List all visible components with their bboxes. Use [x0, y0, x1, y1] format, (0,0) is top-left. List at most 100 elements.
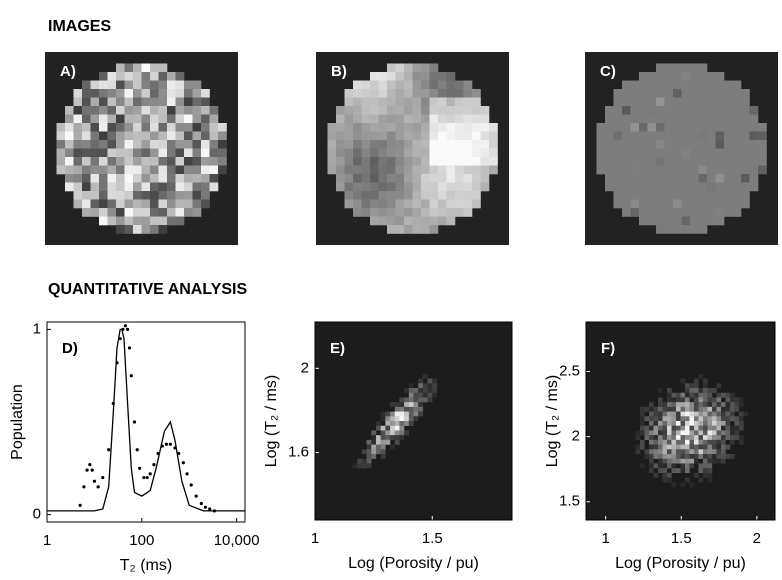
image-pixel [630, 131, 640, 141]
image-pixel [421, 106, 430, 115]
image-pixel [150, 89, 159, 98]
image-pixel [107, 97, 117, 107]
density-cell [653, 444, 659, 450]
density-cell [375, 444, 381, 450]
density-cell [385, 425, 391, 431]
image-pixel [184, 165, 193, 175]
image-pixel [73, 182, 83, 192]
image-pixel [681, 165, 691, 175]
image-pixel [421, 208, 430, 217]
image-pixel [698, 157, 708, 166]
image-pixel [167, 106, 176, 115]
image-pixel [412, 148, 422, 158]
image-pixel [404, 97, 413, 107]
density-cell [644, 454, 650, 459]
density-cell [380, 425, 386, 431]
image-pixel [370, 140, 379, 149]
image-pixel [647, 72, 657, 81]
image-pixel [158, 97, 168, 107]
image-pixel [387, 114, 396, 124]
density-cell [680, 463, 686, 469]
density-cell [703, 468, 708, 474]
x-axis-label: T₂ (ms) [120, 557, 172, 574]
data-point [135, 448, 139, 452]
density-cell [712, 439, 717, 445]
image-pixel [690, 157, 699, 166]
density-cell [662, 468, 668, 474]
density-cell [680, 416, 686, 422]
image-pixel [209, 106, 219, 115]
image-pixel [65, 114, 74, 124]
image-pixel [404, 182, 413, 192]
image-pixel [378, 72, 388, 81]
image-pixel [378, 216, 388, 226]
image-pixel [732, 174, 742, 183]
image-pixel [395, 97, 405, 107]
image-pixel [758, 131, 767, 141]
image-pixel [395, 123, 405, 132]
density-cell [371, 430, 377, 436]
density-cell [689, 439, 695, 445]
image-pixel [749, 182, 759, 192]
density-cell [689, 463, 695, 469]
image-pixel [361, 106, 371, 115]
image-pixel [124, 89, 134, 98]
density-cell [703, 444, 708, 450]
image-pixel [73, 106, 83, 115]
density-cell [357, 463, 363, 469]
image-pixel [673, 174, 682, 183]
density-cell [658, 454, 663, 459]
density-cell [380, 449, 386, 455]
image-pixel [455, 148, 464, 158]
chart-panel: 1 1.5 2 1.5 2 2.5 Log (Porosity / pu) Log (T₂ /… [544, 321, 776, 572]
image-pixel [73, 123, 83, 132]
image-pixel [107, 140, 117, 149]
image-pixel [656, 199, 665, 209]
image-pixel [715, 97, 725, 107]
density-cell [671, 402, 677, 408]
image-pixel [455, 157, 464, 166]
image-pixel [395, 225, 405, 234]
image-pixel [656, 157, 665, 166]
x-tick-label: 1.5 [422, 530, 443, 547]
image-pixel [167, 131, 176, 141]
image-pixel [412, 114, 422, 124]
density-cell [427, 397, 433, 403]
image-pixel [639, 123, 648, 132]
density-cell [371, 439, 377, 445]
image-pixel [344, 89, 354, 98]
image-pixel [647, 140, 657, 149]
image-pixel [412, 140, 422, 149]
image-pixel [698, 63, 708, 73]
density-cell [361, 449, 367, 455]
image-pixel [664, 165, 674, 175]
image-pixel [605, 165, 614, 175]
image-pixel [107, 165, 117, 175]
density-cell [680, 444, 686, 450]
image-pixel [158, 131, 168, 141]
image-pixel [681, 191, 691, 200]
image-pixel [175, 191, 185, 200]
density-cell [422, 392, 428, 398]
image-pixel [116, 140, 125, 149]
density-cell [694, 402, 699, 408]
density-cell [716, 430, 722, 436]
image-pixel [472, 199, 481, 209]
image-pixel [480, 148, 490, 158]
image-pixel [133, 157, 142, 166]
density-cell [653, 463, 659, 469]
data-point [125, 327, 130, 332]
image-pixel [630, 208, 640, 217]
density-cell [712, 449, 717, 455]
density-cell [734, 430, 740, 436]
image-pixel [639, 140, 648, 149]
image-pixel [167, 72, 176, 81]
density-cell [703, 454, 708, 459]
image-pixel [707, 89, 716, 98]
image-pixel [158, 72, 168, 81]
image-pixel [201, 157, 210, 166]
density-cell [676, 397, 681, 403]
image-pixel [141, 89, 151, 98]
data-point [96, 485, 100, 489]
image-pixel [395, 182, 405, 192]
